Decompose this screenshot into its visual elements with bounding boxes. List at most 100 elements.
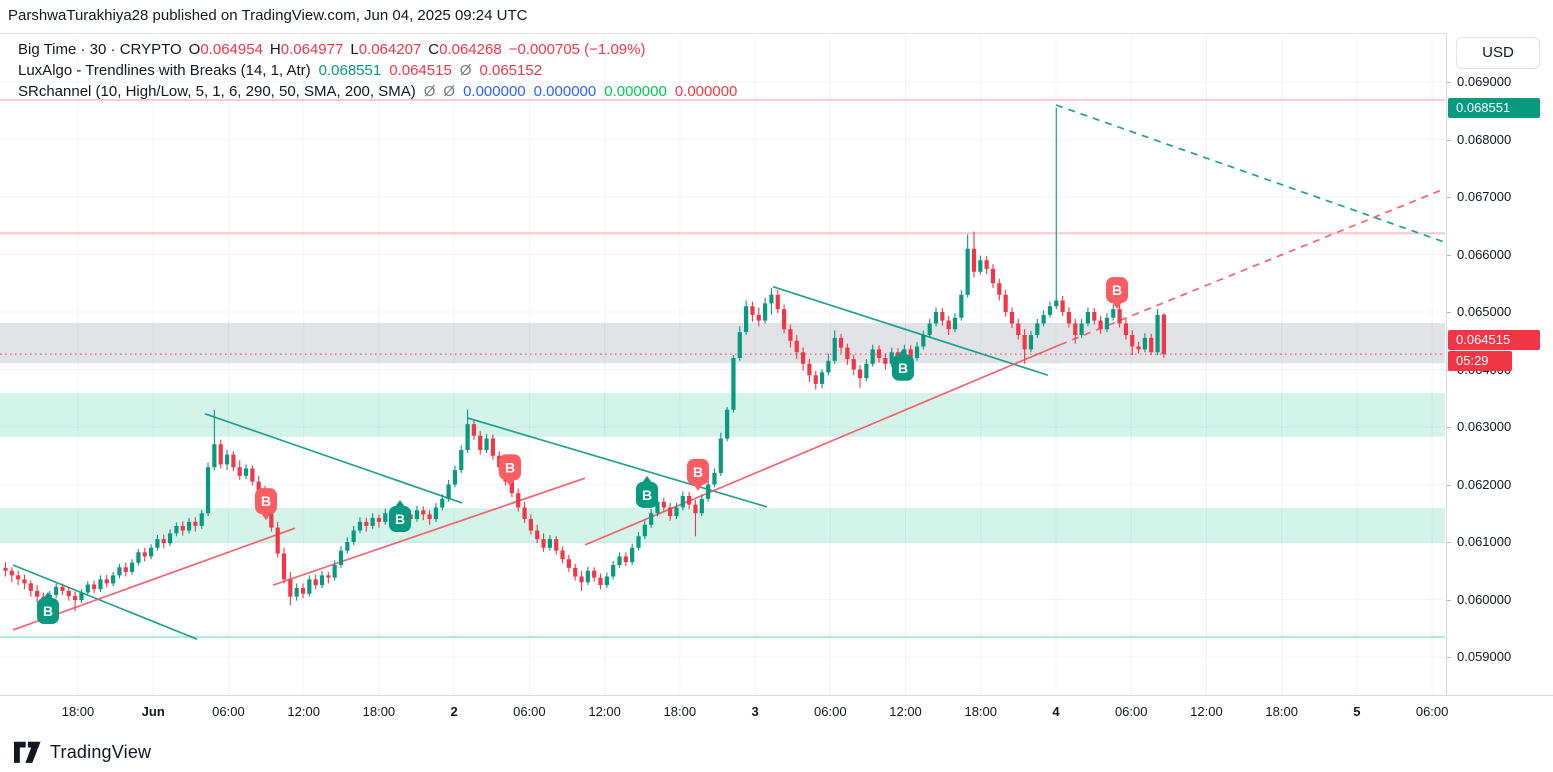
svg-text:B: B — [395, 511, 405, 527]
candle-body — [845, 347, 850, 360]
candle-body — [288, 579, 293, 597]
indicator-value: 0.000000 — [533, 83, 597, 100]
candle-body — [1085, 312, 1091, 324]
time-tick-label: 12:00 — [1190, 704, 1223, 719]
candle-body — [130, 562, 135, 572]
candle-body — [1117, 309, 1122, 324]
candle-body — [699, 498, 704, 514]
legend-symbol-row[interactable]: Big Time · 30 · CRYPTO O0.064954 H0.064977… — [18, 39, 737, 60]
candle-body — [60, 586, 65, 591]
time-tick-label: 06:00 — [212, 704, 245, 719]
candle-body — [737, 332, 742, 358]
candle-body — [478, 435, 483, 450]
price-tick-mark — [1447, 312, 1451, 313]
candle-body — [541, 539, 546, 548]
candle-body — [914, 346, 920, 358]
indicator-value: 0.064515 — [389, 62, 452, 79]
candle-body — [731, 358, 736, 410]
candle-body — [440, 498, 445, 508]
price-tick-label: 0.068000 — [1457, 131, 1512, 147]
candle-body — [744, 306, 749, 333]
candle-body — [883, 358, 888, 364]
candle-body — [123, 567, 128, 572]
time-tick-label: 18:00 — [663, 704, 697, 719]
change-value: −0.000705 (−1.09%) — [508, 41, 646, 58]
published-info-text: ParshwaTurakhiya28 published on TradingV… — [8, 7, 528, 24]
ohlc-key: O — [188, 41, 201, 58]
candle-body — [459, 450, 464, 471]
break-up-marker: B — [892, 348, 914, 381]
candle-body — [952, 317, 958, 330]
candle-body — [427, 514, 432, 519]
time-tick-label: 18:00 — [362, 704, 396, 719]
candle-body — [908, 349, 913, 358]
candle-body — [687, 496, 692, 505]
time-axis[interactable]: 18:00 Jun 06:00 12:00 18:00 2 06:00 12:00 18:00 3… — [0, 695, 1553, 733]
currency-toggle-button[interactable]: USD — [1456, 37, 1540, 69]
break-up-marker: B — [636, 475, 658, 508]
candle-body — [414, 510, 420, 519]
price-tick-label: 0.067000 — [1457, 189, 1512, 204]
symbol-title: Big Time · 30 · CRYPTO — [18, 41, 182, 58]
candle-body — [250, 468, 255, 482]
candle-body — [136, 552, 141, 563]
candle-body — [1016, 323, 1021, 335]
candle-body — [592, 570, 597, 578]
candle-body — [611, 565, 616, 577]
sr-zone-green-lower — [0, 508, 1445, 544]
candle-body — [566, 559, 571, 568]
candle-body — [1136, 346, 1141, 350]
candle-body — [16, 575, 21, 580]
candle-body — [813, 375, 818, 384]
candle-body — [231, 454, 236, 468]
candlestick-chart[interactable]: B B B B B B B B — [0, 33, 1445, 695]
candle-body — [585, 570, 590, 583]
price-tick-label: 0.062000 — [1457, 476, 1512, 492]
candle-body — [269, 501, 274, 528]
time-tick-label: 18:00 — [964, 704, 998, 719]
candle-body — [630, 547, 635, 563]
candle-body — [22, 579, 27, 584]
price-tick-mark — [1447, 254, 1451, 256]
candle-body — [66, 590, 71, 597]
candle-body — [617, 556, 622, 565]
candle-body — [522, 507, 527, 519]
candle-body — [186, 521, 192, 531]
trendline — [12, 564, 198, 640]
candle-body — [1130, 335, 1135, 347]
candle-body — [1028, 335, 1034, 350]
candle-body — [661, 501, 666, 508]
candle-body — [281, 553, 287, 580]
svg-text:B: B — [693, 464, 703, 480]
candle-body — [104, 579, 109, 584]
candle-body — [984, 260, 989, 269]
price-axis[interactable]: USD 0.069000 0.068000 0.067000 0.066000 0.06… — [1446, 33, 1553, 695]
legend-luxalgo-row[interactable]: LuxAlgo - Trendlines with Breaks (14, 1,… — [18, 60, 737, 81]
candle-body — [604, 576, 609, 586]
candle-body — [275, 527, 280, 554]
ohlc-value: 0.064207 — [358, 41, 422, 58]
trendline — [272, 477, 586, 586]
trendline — [12, 527, 296, 631]
candle-body — [680, 496, 685, 508]
candle-body — [471, 424, 477, 436]
price-tick-label: 0.066000 — [1457, 246, 1512, 262]
candle-body — [148, 547, 154, 557]
indicator-srchannel-title: SRchannel (10, High/Low, 5, 1, 6, 290, 5… — [18, 83, 416, 100]
candle-body — [800, 352, 806, 364]
candle-body — [54, 586, 59, 595]
candle-body — [155, 539, 160, 548]
candle-body — [1035, 323, 1040, 335]
indicator-value: 0.000000 — [674, 83, 738, 100]
published-header-bar: ParshwaTurakhiya28 published on TradingV… — [0, 0, 1553, 34]
legend-srchannel-row[interactable]: SRchannel (10, High/Low, 5, 1, 6, 290, 5… — [18, 81, 737, 102]
tradingview-watermark[interactable]: TradingView — [14, 741, 151, 764]
candle-body — [1161, 314, 1166, 355]
candle-body — [294, 588, 299, 597]
svg-text:B: B — [898, 360, 908, 376]
candle-body — [547, 539, 552, 548]
candle-body — [490, 438, 496, 456]
candle-body — [933, 312, 939, 324]
time-tick-label: 18:00 — [61, 704, 95, 719]
